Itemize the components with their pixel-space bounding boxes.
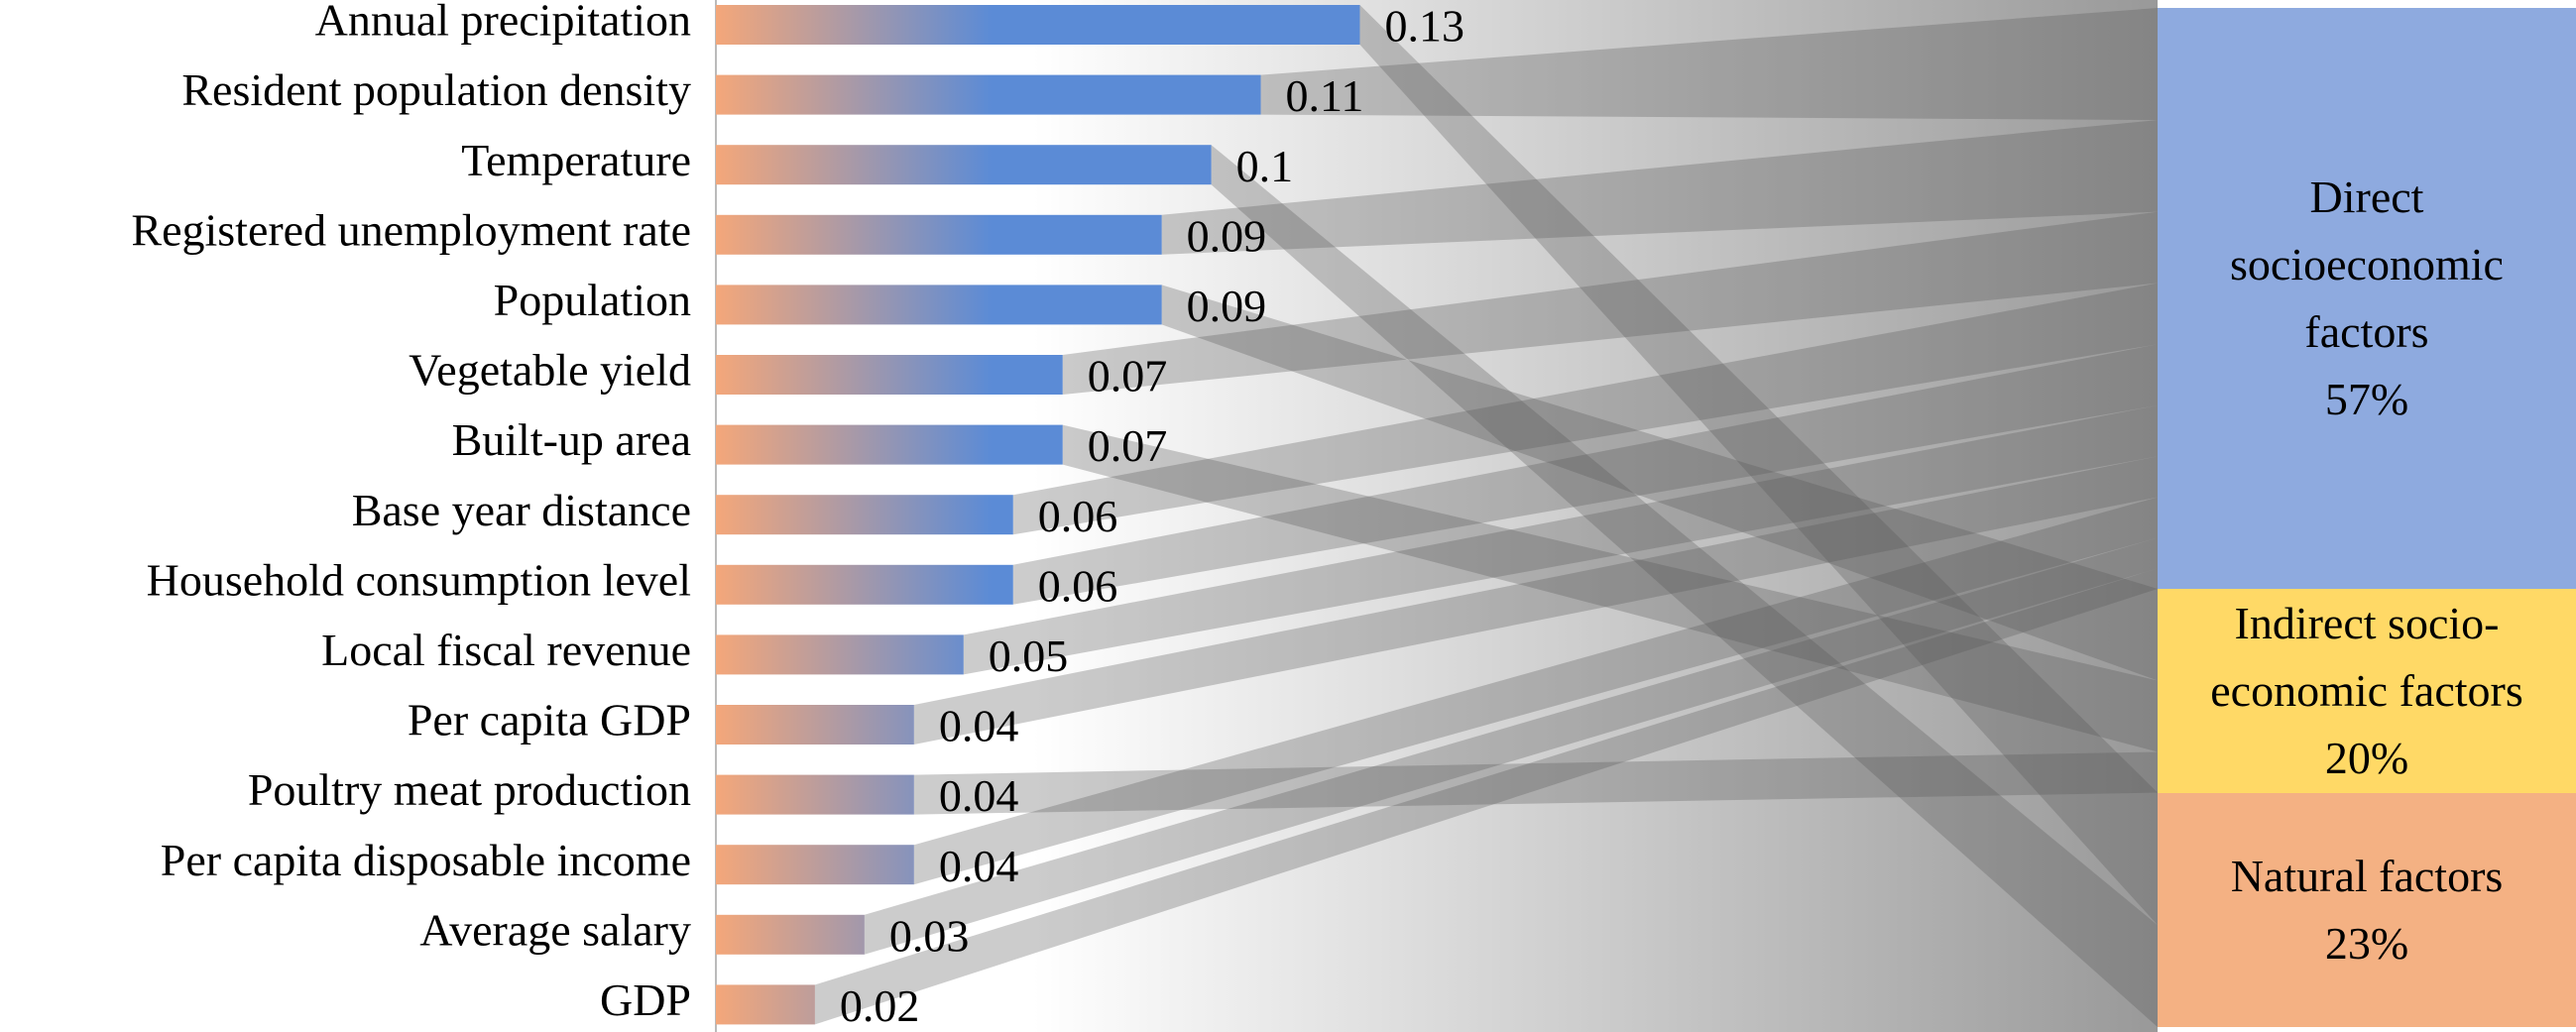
group-name: Direct socioeconomic factors [2230, 171, 2504, 357]
y-tick-label: Vegetable yield [409, 345, 691, 396]
bar [716, 74, 1261, 115]
y-tick-label: Per capita GDP [408, 695, 691, 745]
value-label: 0.1 [1236, 141, 1294, 191]
value-label: 0.04 [939, 770, 1019, 821]
flow [1012, 344, 2158, 605]
flow [814, 568, 2159, 1025]
value-label: 0.03 [889, 910, 970, 961]
group-name: Natural factors [2230, 850, 2504, 901]
y-tick-label: Household consumption level [147, 554, 691, 605]
value-label: 0.09 [1187, 210, 1267, 261]
bar [716, 495, 1013, 535]
value-label: 0.04 [939, 701, 1019, 751]
value-label: 0.13 [1384, 1, 1464, 52]
flow [1062, 211, 2158, 395]
value-label: 0.09 [1187, 281, 1267, 331]
bar [716, 5, 1360, 45]
group-box: Natural factors 23% [2158, 792, 2576, 1027]
bar [716, 285, 1162, 325]
value-label: 0.04 [939, 841, 1019, 891]
bar [716, 564, 1013, 605]
flow [864, 537, 2158, 955]
value-label: 0.02 [840, 980, 920, 1031]
flow [913, 497, 2158, 885]
group-name: Indirect socio-economic factors [2210, 597, 2523, 716]
flow [1012, 283, 2158, 535]
value-label: 0.11 [1286, 70, 1364, 121]
bar [716, 424, 1063, 465]
y-tick-label: Built-up area [452, 414, 691, 465]
bar [716, 984, 815, 1025]
y-tick-label: Population [494, 275, 691, 325]
group-box: Direct socioeconomic factors 57% [2158, 8, 2576, 589]
flow [913, 456, 2158, 745]
value-label: 0.07 [1088, 420, 1168, 471]
y-tick-label: Resident population density [181, 64, 691, 115]
flow [963, 404, 2158, 675]
flow [913, 751, 2158, 815]
value-label: 0.07 [1088, 351, 1168, 401]
flow [1359, 5, 2158, 926]
value-label: 0.06 [1038, 491, 1118, 541]
group-value: 57% [2324, 374, 2409, 425]
flow [1260, 8, 2158, 121]
y-tick-label: GDP [600, 975, 691, 1025]
y-tick-label: Annual precipitation [315, 0, 691, 46]
y-tick-label: Base year distance [352, 485, 691, 535]
group-value: 23% [2324, 917, 2409, 969]
value-label: 0.06 [1038, 560, 1118, 611]
flow [1161, 120, 2158, 255]
y-tick-label: Local fiscal revenue [321, 625, 691, 675]
flow [1062, 424, 2158, 752]
y-tick-label: Registered unemployment rate [131, 204, 691, 255]
value-label: 0.05 [989, 631, 1069, 681]
group-box: Indirect socio-economic factors 20% [2158, 588, 2576, 793]
bar [716, 845, 914, 885]
y-tick-label: Temperature [461, 135, 691, 185]
group-value: 20% [2324, 732, 2409, 783]
bar [716, 705, 914, 745]
y-tick-label: Poultry meat production [248, 764, 691, 815]
bar [716, 774, 914, 815]
bar [716, 634, 964, 675]
y-tick-label: Per capita disposable income [161, 835, 691, 885]
bar [716, 145, 1212, 185]
bar [716, 355, 1063, 395]
bar [716, 914, 865, 955]
y-tick-label: Average salary [419, 904, 691, 955]
flow [1161, 285, 2158, 681]
bar [716, 214, 1162, 255]
flow [1211, 145, 2158, 1027]
